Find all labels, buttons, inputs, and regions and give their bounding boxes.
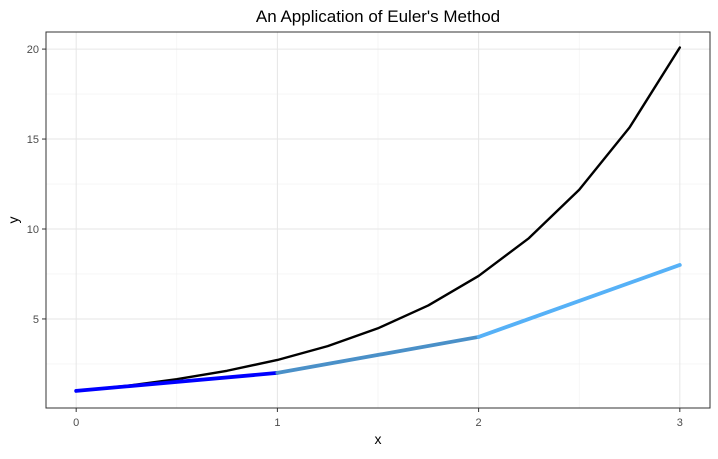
x-tick-label: 0: [73, 417, 79, 429]
series-segment-euler: [476, 263, 682, 339]
x-tick-label: 1: [274, 417, 280, 429]
series-line-exact: [74, 46, 682, 393]
chart-title: An Application of Euler's Method: [256, 7, 500, 26]
x-axis-ticks: 0 1 2 3: [73, 408, 683, 429]
y-tick-label: 10: [27, 224, 39, 236]
y-tick-label: 15: [27, 134, 39, 146]
x-tick-label: 3: [677, 417, 683, 429]
series-segment-euler: [275, 335, 481, 375]
y-tick-label: 20: [27, 44, 39, 56]
x-axis-title: x: [375, 431, 382, 447]
y-tick-label: 5: [33, 314, 39, 326]
x-tick-label: 2: [476, 417, 482, 429]
panel-border: [45, 31, 711, 409]
series-segment-euler: [74, 371, 280, 393]
grid-major: [46, 32, 710, 408]
y-axis-title: y: [5, 217, 21, 224]
y-axis-ticks: 5 10 15 20: [27, 44, 46, 326]
grid-minor: [46, 32, 710, 408]
series-layer: [74, 46, 682, 393]
